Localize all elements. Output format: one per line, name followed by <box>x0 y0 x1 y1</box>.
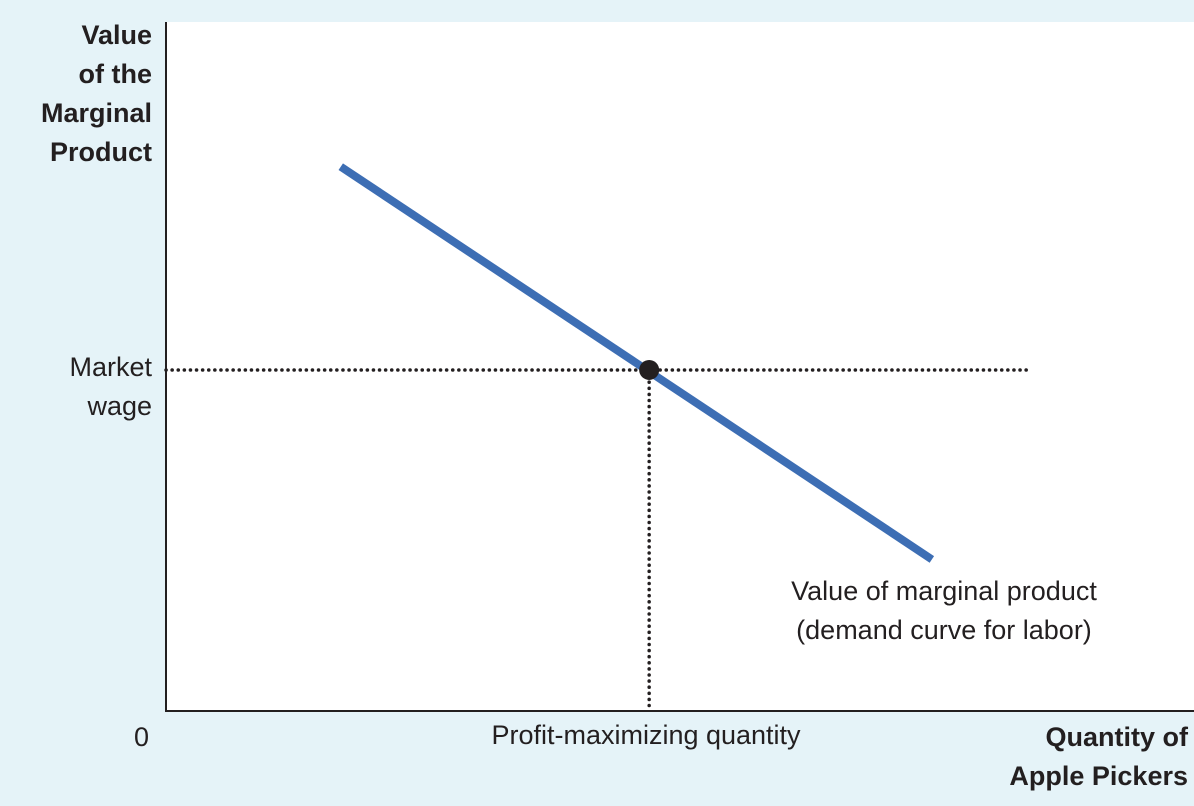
point-layer <box>639 359 660 380</box>
y-tick-label-market-wage: Market wage <box>69 352 152 421</box>
origin-label: 0 <box>134 722 150 752</box>
series-label-value-of-marginal-product: Value of marginal product (demand curve … <box>791 576 1097 645</box>
x-axis-label: Quantity of Apple Pickers <box>1009 722 1188 791</box>
x-tick-label-profit-maximizing-quantity: Profit-maximizing quantity <box>491 720 801 750</box>
equilibrium-point <box>639 359 660 380</box>
plot-area <box>166 22 1194 712</box>
y-axis-label: Value of the Marginal Product <box>40 20 152 167</box>
guide-lines <box>164 368 1032 713</box>
series-layer <box>338 163 935 563</box>
series-line-value-of-marginal-product <box>338 163 935 563</box>
